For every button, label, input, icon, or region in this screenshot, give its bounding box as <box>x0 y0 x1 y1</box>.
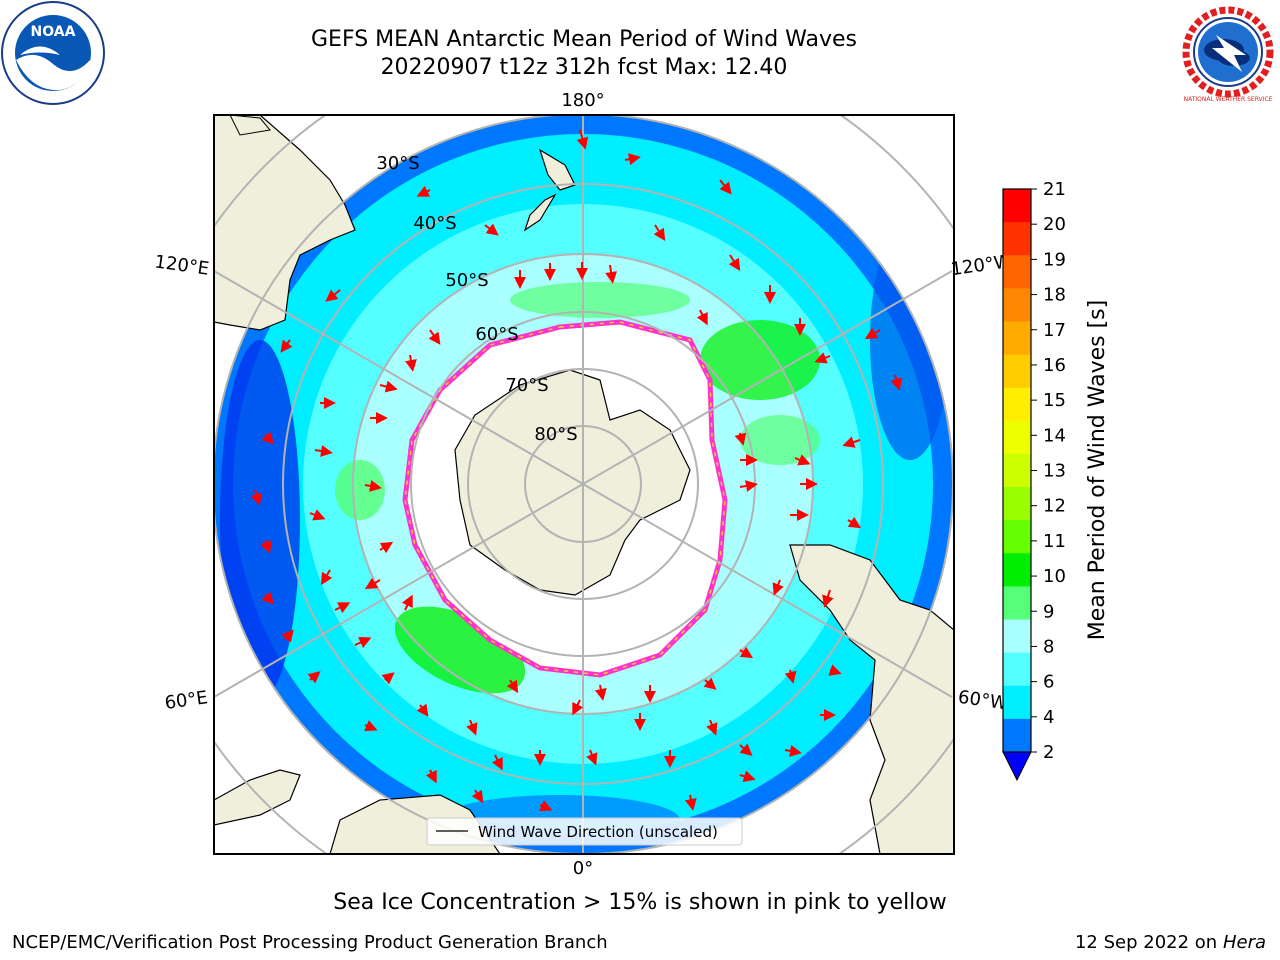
colorbar-tick-label: 6 <box>1043 672 1054 693</box>
lat-label-50s: 50°S <box>445 270 488 291</box>
colorbar-swatch <box>1003 255 1031 289</box>
colorbar-tick-label: 16 <box>1043 355 1066 376</box>
colorbar-tick-label: 10 <box>1043 566 1066 587</box>
lat-label-80s: 80°S <box>534 424 577 445</box>
madagascar-land <box>214 769 301 826</box>
noaa-logo-text: NOAA <box>31 24 76 40</box>
colorbar-tick-label: 21 <box>1043 179 1066 200</box>
map-frame <box>213 114 955 855</box>
colorbar-tick-label: 18 <box>1043 285 1066 306</box>
wave-direction-arrows <box>250 129 903 812</box>
colorbar-tick-label: 8 <box>1043 636 1054 657</box>
colorbar-swatch <box>1003 487 1031 521</box>
colorbar-swatch <box>1003 354 1031 389</box>
colorbar-underflow-triangle <box>1002 751 1032 782</box>
new-zealand-land <box>538 148 576 191</box>
footer-date-text: 12 Sep 2022 on <box>1074 932 1218 953</box>
colorbar-tick-label: 15 <box>1043 390 1066 411</box>
lon-label-60e: 60°E <box>163 687 209 714</box>
australia-land <box>214 115 356 331</box>
colorbar-swatch <box>1003 718 1031 753</box>
lon-label-60w: 60°W <box>957 687 1009 715</box>
colorbar-swatch <box>1003 652 1031 687</box>
legend-label: Wind Wave Direction (unscaled) <box>478 823 718 841</box>
footer-host: Hera <box>1222 932 1266 953</box>
footer-date: 12 Sep 2022 on Hera <box>1075 932 1266 953</box>
colorbar-tick-label: 14 <box>1043 425 1066 446</box>
lat-label-30s: 30°S <box>376 153 419 174</box>
colorbar-swatch <box>1003 453 1031 488</box>
colorbar-tick-label: 4 <box>1043 707 1054 728</box>
colorbar-swatch <box>1003 321 1031 356</box>
colorbar-swatch <box>1003 685 1031 720</box>
colorbar-swatch <box>1003 387 1031 422</box>
colorbar-tick-label: 20 <box>1043 214 1066 235</box>
colorbar-tick-label: 17 <box>1043 320 1066 341</box>
nws-logo-text: NATIONAL WEATHER SERVICE <box>1184 96 1273 103</box>
colorbar-swatch <box>1003 553 1031 587</box>
map-legend: Wind Wave Direction (unscaled) <box>426 817 743 846</box>
colorbar-tick-label: 12 <box>1043 496 1066 517</box>
colorbar-swatch <box>1003 189 1031 223</box>
map-title: GEFS MEAN Antarctic Mean Period of Wind … <box>311 27 857 52</box>
noaa-seal-icon: NOAA <box>1 1 105 105</box>
colorbar-tick-label: 2 <box>1043 742 1054 763</box>
colorbar-label: Mean Period of Wind Waves [s] <box>1085 300 1110 640</box>
footer-credit: NCEP/EMC/Verification Post Processing Pr… <box>12 932 608 953</box>
colorbar-tick-label: 11 <box>1043 531 1066 552</box>
lon-label-180: 180° <box>561 90 604 111</box>
colorbar-swatch <box>1003 288 1031 322</box>
colorbar-swatch <box>1003 520 1031 554</box>
lat-label-60s: 60°S <box>475 324 518 345</box>
colorbar-swatch <box>1003 420 1031 455</box>
colorbar-swatch <box>1003 586 1031 621</box>
map-area <box>214 115 954 854</box>
lat-label-40s: 40°S <box>413 213 456 234</box>
lon-label-120e: 120°E <box>153 251 210 279</box>
colorbar-tick-label: 9 <box>1043 601 1054 622</box>
sea-ice-caption: Sea Ice Concentration > 15% is shown in … <box>333 890 947 915</box>
colorbar: 21 20 19 18 17 16 15 14 13 12 11 10 9 8 6 4 2 Mean Perio… <box>1002 179 1110 782</box>
colorbar-swatch <box>1003 619 1031 654</box>
map-subtitle: 20220907 t12z 312h fcst Max: 12.40 <box>380 55 788 80</box>
colorbar-tick-label: 13 <box>1043 461 1066 482</box>
colorbar-swatch <box>1003 222 1031 256</box>
antarctica-land <box>454 369 691 596</box>
lat-label-70s: 70°S <box>505 375 548 396</box>
lon-label-0: 0° <box>573 858 593 879</box>
map-canvas: 180° 120°E 120°W 60°E 60°W 0° 30°S 40°S … <box>153 90 1110 879</box>
colorbar-tick-label: 19 <box>1043 249 1066 270</box>
nws-seal-icon: NATIONAL WEATHER SERVICE <box>1177 1 1279 103</box>
